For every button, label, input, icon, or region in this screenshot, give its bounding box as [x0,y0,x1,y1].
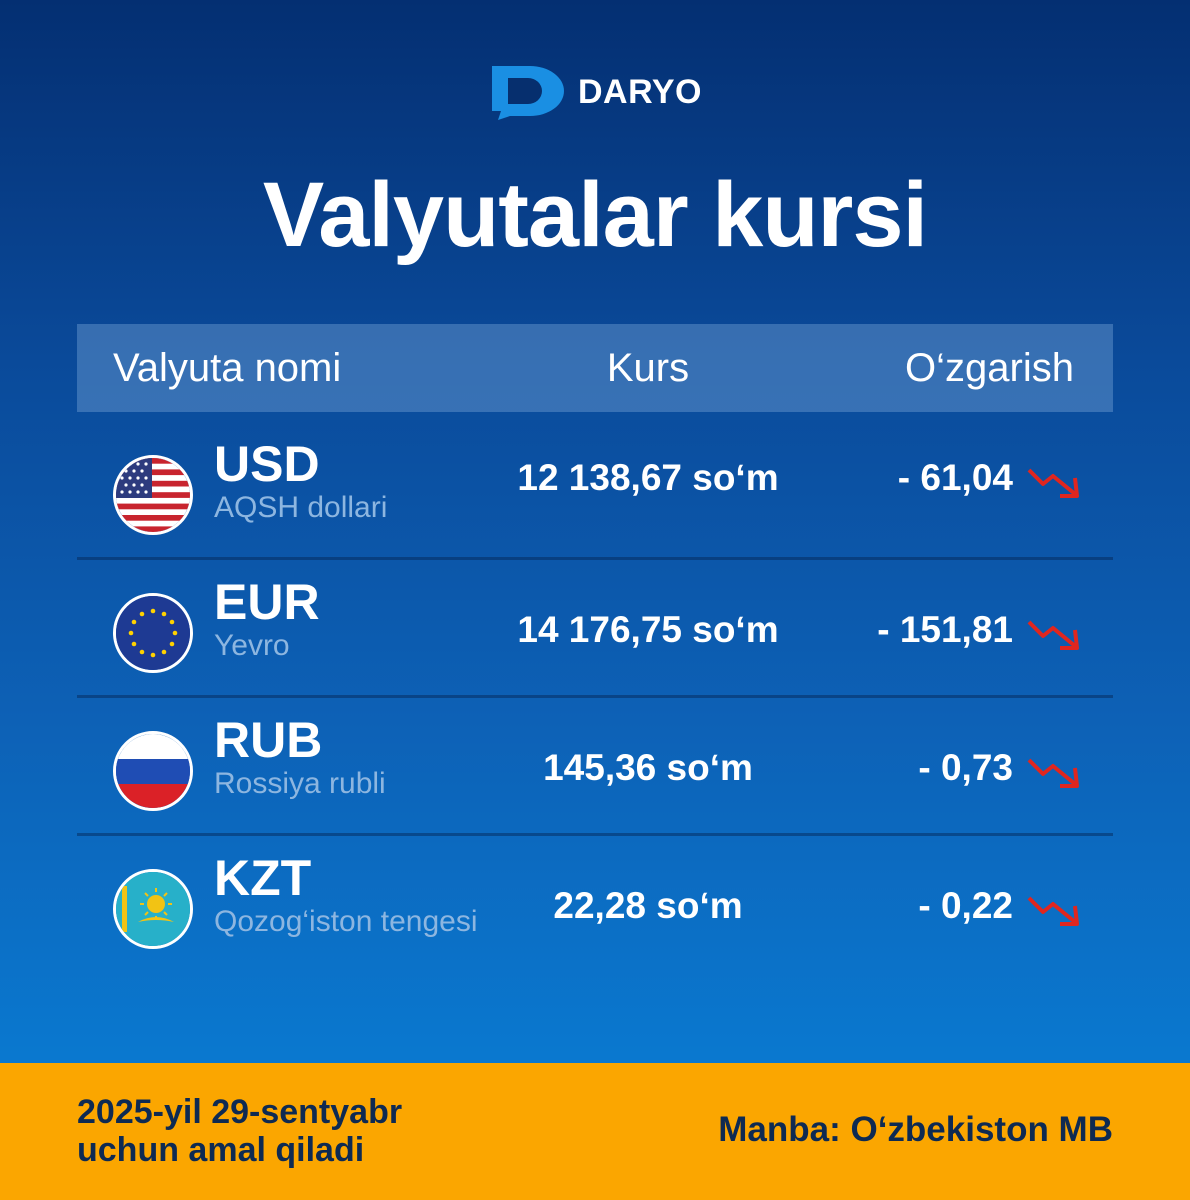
header-change: O‘zgarish [905,345,1074,390]
daryo-logo-icon [491,66,564,120]
currency-name: Rossiya rubli [214,767,386,800]
currency-change: - 61,04 [897,457,1013,498]
row-divider [77,557,1113,560]
eu-flag-icon [113,593,193,673]
footer-bar: 2025-yil 29-sentyabr uchun amal qiladi M… [0,1063,1190,1200]
trend-down-icon [1027,468,1079,498]
trend-down-icon [1027,896,1079,926]
kz-flag-icon [113,869,193,949]
currency-name: Qozog‘iston tengesi [214,905,478,938]
row-divider [77,695,1113,698]
currency-change: - 0,73 [918,747,1013,788]
currency-code: RUB [214,712,323,768]
table-row: EUR Yevro 14 176,75 so‘m - 151,81 [77,560,1113,698]
currency-change: - 151,81 [877,609,1013,650]
row-divider [77,833,1113,836]
trend-down-icon [1027,758,1079,788]
validity-date-line1: 2025-yil 29-sentyabr [77,1093,403,1131]
brand-logo: DARYO [0,64,1190,120]
currency-change: - 0,22 [918,885,1013,926]
trend-down-icon [1027,620,1079,650]
us-flag-icon [113,455,193,535]
currency-name: AQSH dollari [214,491,388,524]
validity-date: 2025-yil 29-sentyabr uchun amal qiladi [77,1093,402,1169]
currency-code: KZT [214,850,312,906]
source-label: Manba: O‘zbekiston MB [718,1110,1113,1149]
table-header: Valyuta nomi Kurs O‘zgarish [77,324,1113,412]
table-row: KZT Qozog‘iston tengesi 22,28 so‘m - 0,2… [77,836,1113,974]
currency-code: USD [214,436,320,492]
table-row: USD AQSH dollari 12 138,67 so‘m - 61,04 [77,422,1113,560]
page-title: Valyutalar kursi [262,164,928,266]
currency-code: EUR [214,574,320,630]
ru-flag-icon [113,731,193,811]
table-row: RUB Rossiya rubli 145,36 so‘m - 0,73 [77,698,1113,836]
header-currency-name: Valyuta nomi [113,345,342,390]
validity-date-line2: uchun amal qiladi [77,1131,365,1169]
brand-name: DARYO [577,72,703,111]
currency-name: Yevro [214,629,290,662]
